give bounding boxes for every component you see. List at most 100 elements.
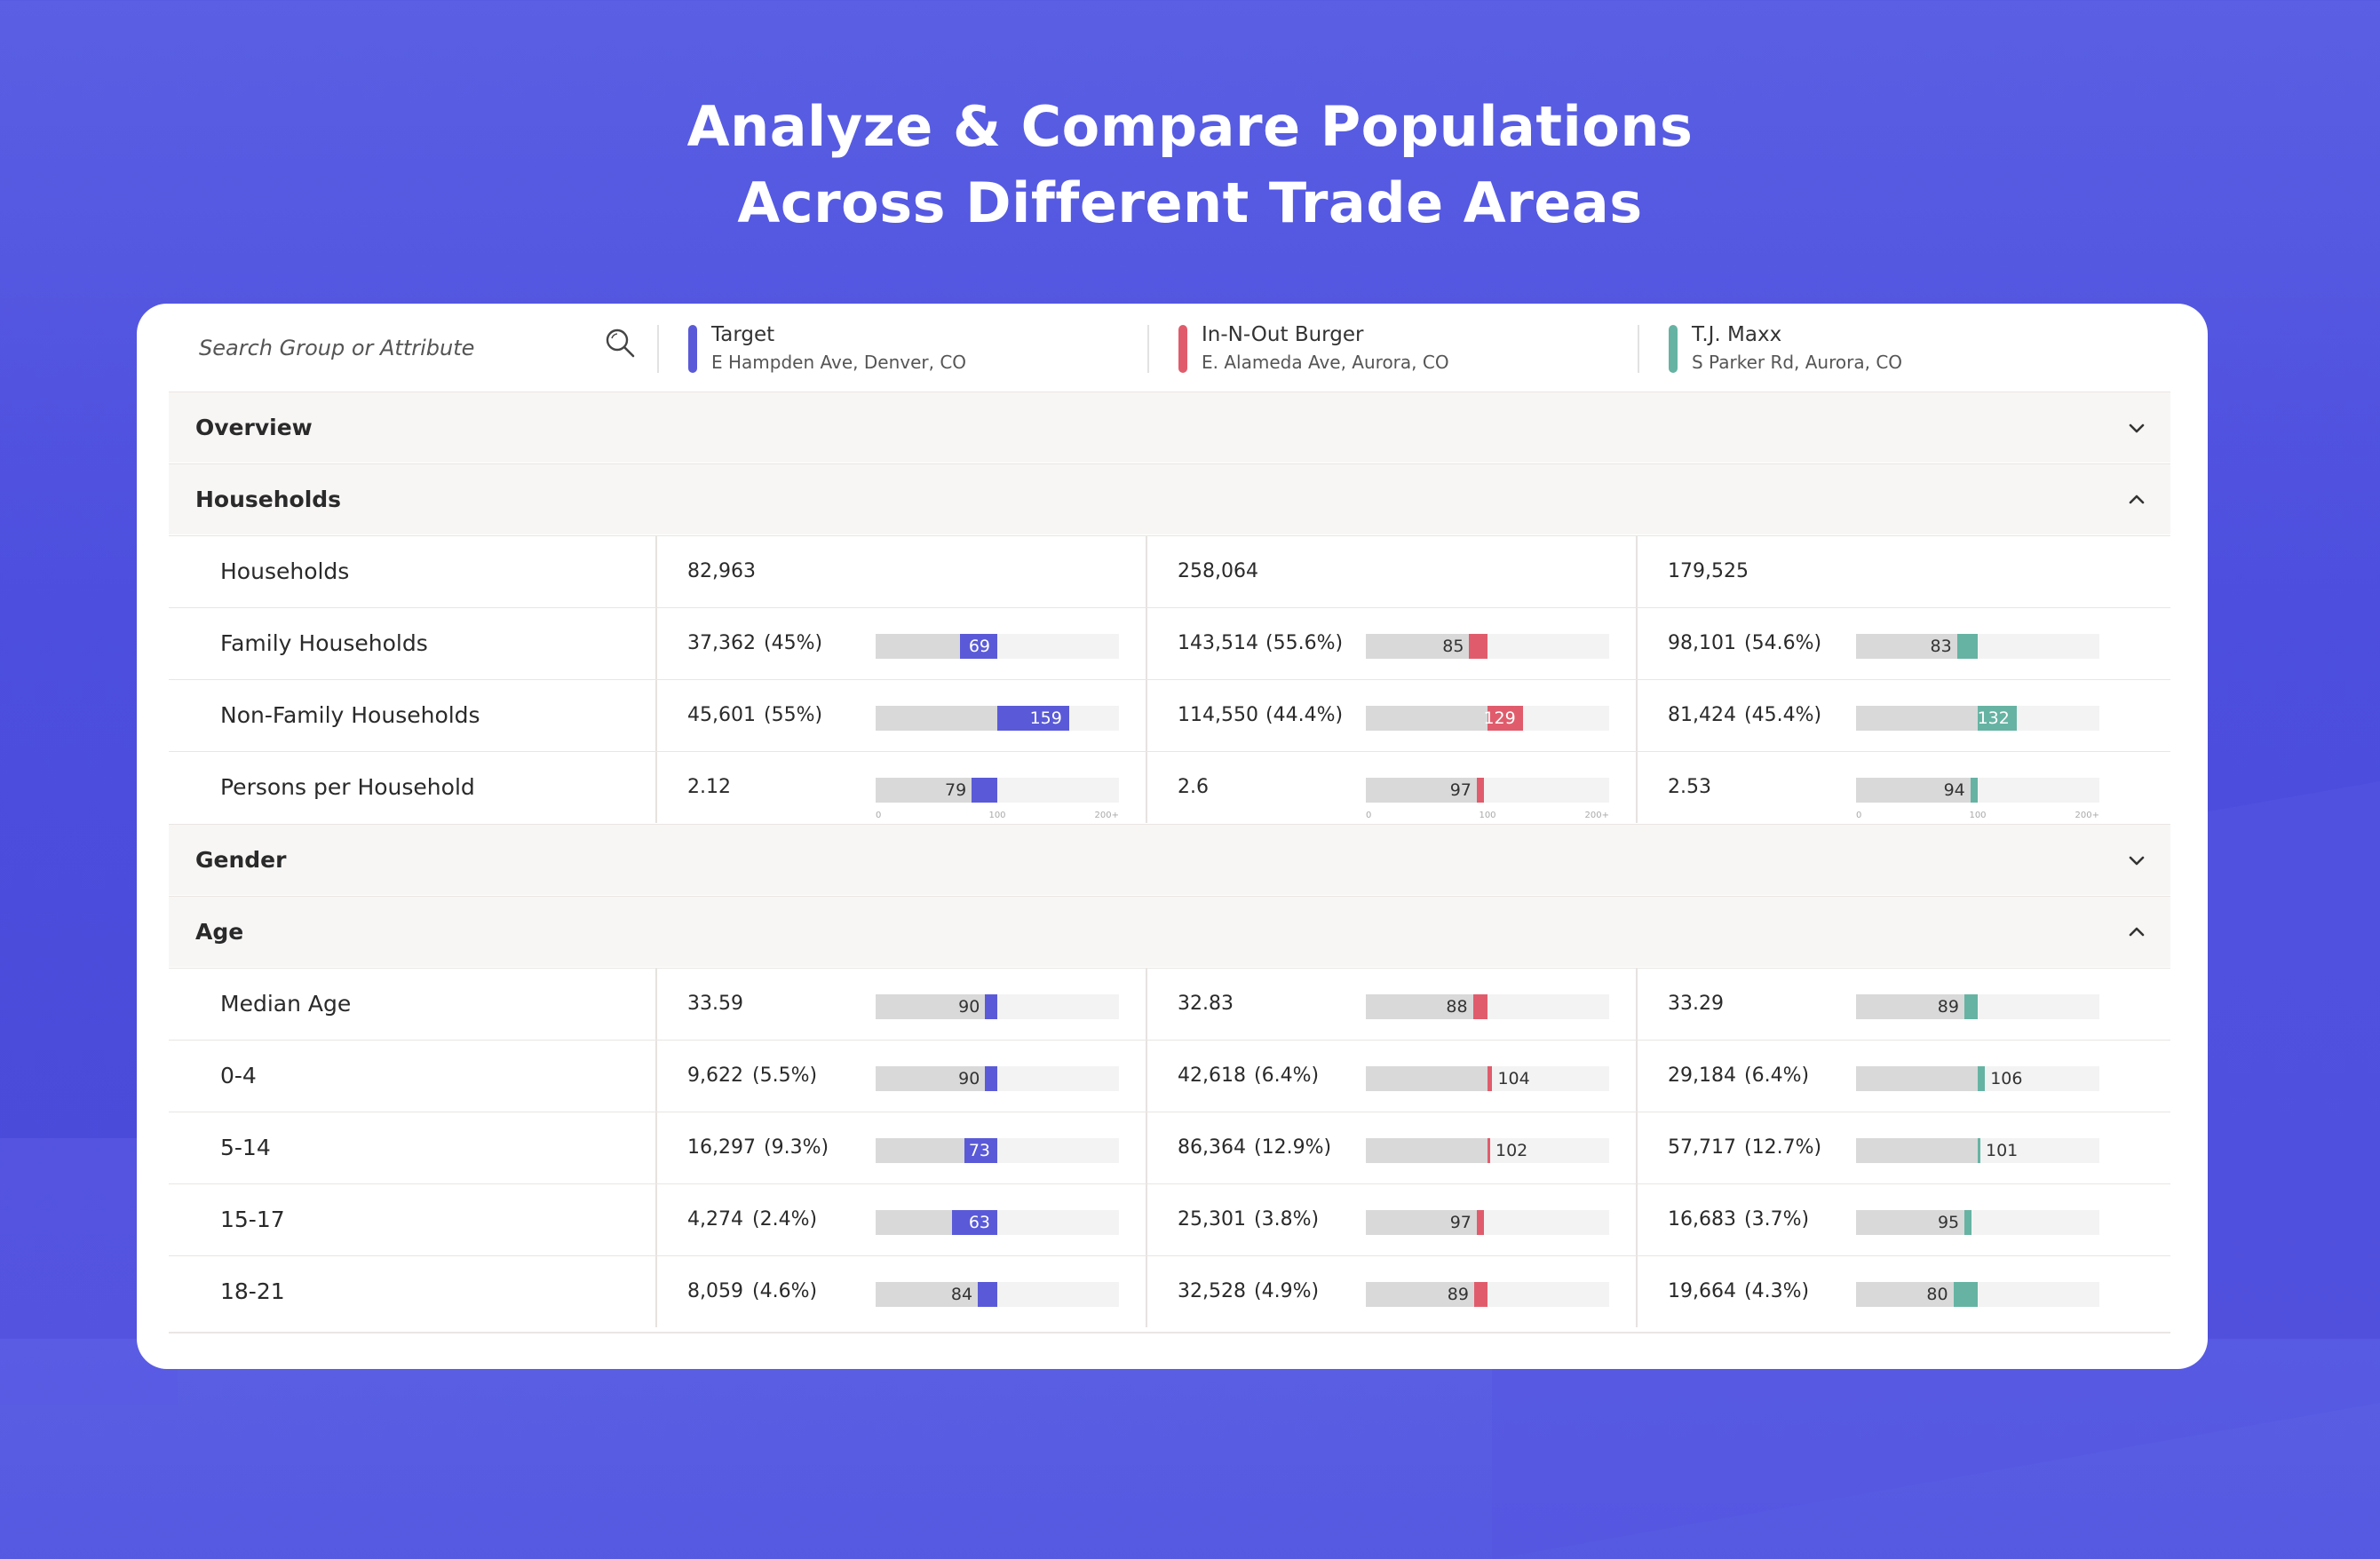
- column-divider: [655, 536, 657, 607]
- scale-label: 0: [1366, 811, 1372, 820]
- index-bar-baseline: [1366, 1066, 1488, 1091]
- index-bar: 102: [1366, 1138, 1609, 1163]
- index-bar: 129: [1366, 706, 1609, 731]
- cell-percent: (4.3%): [1744, 1280, 1810, 1302]
- cell-percent: (3.8%): [1254, 1208, 1320, 1231]
- location-name: In-N-Out Burger: [1202, 323, 1364, 346]
- table-row: 5-14 16,297 (9.3%) 73 86,364 (12.9%) 102 57,71…: [169, 1112, 2170, 1183]
- attribute-label: 0-4: [220, 1063, 257, 1088]
- group-label: Gender: [195, 847, 287, 873]
- index-value: 88: [1446, 997, 1468, 1017]
- index-bar-marker: [1488, 1138, 1490, 1163]
- page-title: Analyze & Compare Populations Across Dif…: [0, 89, 2380, 241]
- index-value: 89: [1937, 997, 1959, 1017]
- column-divider: [1146, 1256, 1147, 1327]
- column-divider: [655, 1041, 657, 1112]
- scale-label: 100: [1969, 811, 1987, 820]
- group-label: Overview: [195, 415, 313, 440]
- chevron-down-icon[interactable]: [2126, 850, 2147, 871]
- group-row-age[interactable]: Age: [169, 896, 2170, 967]
- comparison-table-card: Search Group or Attribute Target E Hampd…: [137, 304, 2208, 1369]
- column-divider: [655, 1184, 657, 1255]
- location-color-swatch: [1669, 325, 1678, 373]
- table-row: Non-Family Households 45,601 (55%) 159 114,…: [169, 679, 2170, 751]
- cell-value: 37,362: [687, 632, 756, 654]
- cell-value: 32,528: [1178, 1280, 1246, 1302]
- chevron-up-icon[interactable]: [2126, 489, 2147, 510]
- table-row: Median Age 33.59 90 32.83 88 33.29 89: [169, 968, 2170, 1040]
- cell-percent: (6.4%): [1744, 1064, 1810, 1087]
- index-bar: 85: [1366, 634, 1609, 659]
- index-bar-marker: [1476, 778, 1484, 803]
- cell-value: 19,664: [1668, 1280, 1736, 1302]
- search-icon[interactable]: [604, 327, 636, 359]
- column-divider: [1636, 1256, 1638, 1327]
- index-bar-baseline: [876, 1138, 964, 1163]
- index-value: 69: [968, 637, 990, 656]
- index-bar-marker: [1964, 1210, 1972, 1235]
- index-bar-baseline: [1366, 1138, 1488, 1163]
- index-value: 89: [1447, 1285, 1469, 1304]
- page-title-line-1: Analyze & Compare Populations: [686, 94, 1694, 159]
- index-bar-baseline: [1856, 994, 1964, 1019]
- group-row-households[interactable]: Households: [169, 463, 2170, 534]
- index-bar-marker: [1956, 634, 1978, 659]
- index-bar-marker: [1964, 994, 1978, 1019]
- index-bar-baseline: [1856, 634, 1957, 659]
- index-value: 63: [968, 1213, 990, 1232]
- location-color-swatch: [1178, 325, 1187, 373]
- index-bar: 97: [1366, 778, 1609, 803]
- cell-value: 2.53: [1668, 776, 1711, 798]
- index-value: 97: [1449, 1213, 1472, 1232]
- group-label: Households: [195, 487, 342, 512]
- search-input[interactable]: Search Group or Attribute: [199, 336, 475, 360]
- index-bar-baseline: [1366, 706, 1488, 731]
- group-row-overview[interactable]: Overview: [169, 392, 2170, 463]
- index-bar: 84: [876, 1282, 1119, 1307]
- group-row-gender[interactable]: Gender: [169, 824, 2170, 895]
- location-address: E Hampden Ave, Denver, CO: [711, 352, 967, 373]
- column-divider: [1146, 1041, 1147, 1112]
- cell-percent: (44.4%): [1265, 704, 1344, 726]
- cell-value: 8,059: [687, 1280, 743, 1302]
- index-value: 129: [1483, 708, 1516, 728]
- cell-percent: (6.4%): [1254, 1064, 1320, 1087]
- index-bar: 63: [876, 1210, 1119, 1235]
- index-bar: 97: [1366, 1210, 1609, 1235]
- cell-value: 57,717: [1668, 1136, 1736, 1159]
- table-row: Persons per Household 2.12 79 0 100 200+ 2.6 9…: [169, 751, 2170, 823]
- header-divider: [1147, 325, 1149, 373]
- index-bar-baseline: [1366, 1210, 1484, 1235]
- index-bar-marker: [1488, 706, 1523, 731]
- cell-value: 29,184: [1668, 1064, 1736, 1087]
- chevron-down-icon[interactable]: [2126, 417, 2147, 439]
- chevron-up-icon[interactable]: [2126, 922, 2147, 943]
- cell-value: 86,364: [1178, 1136, 1246, 1159]
- index-bar-marker: [978, 1282, 997, 1307]
- index-value: 85: [1442, 637, 1464, 656]
- table-row: Family Households 37,362 (45%) 69 143,514 (5…: [169, 607, 2170, 679]
- index-value: 102: [1495, 1141, 1528, 1160]
- column-divider: [1146, 1112, 1147, 1183]
- location-address: E. Alameda Ave, Aurora, CO: [1202, 352, 1449, 373]
- index-value: 80: [1926, 1285, 1948, 1304]
- index-bar-baseline: [876, 1210, 953, 1235]
- column-divider: [1146, 608, 1147, 679]
- attribute-label: 15-17: [220, 1207, 285, 1232]
- cell-value: 33.59: [687, 993, 743, 1015]
- index-bar-baseline: [1856, 1210, 1972, 1235]
- index-bar-baseline: [1366, 1282, 1474, 1307]
- cell-percent: (4.9%): [1254, 1280, 1320, 1302]
- index-value: 159: [1029, 708, 1062, 728]
- index-value: 79: [945, 780, 967, 800]
- column-divider: [655, 680, 657, 751]
- cell-value: 258,064: [1178, 560, 1258, 582]
- column-divider: [1636, 680, 1638, 751]
- column-divider: [1636, 536, 1638, 607]
- index-bar-baseline: [1856, 778, 1971, 803]
- index-value: 97: [1449, 780, 1472, 800]
- index-bar-baseline: [1856, 706, 1978, 731]
- index-bar-marker: [1472, 994, 1488, 1019]
- column-divider: [1636, 1041, 1638, 1112]
- index-bar: 90: [876, 1066, 1119, 1091]
